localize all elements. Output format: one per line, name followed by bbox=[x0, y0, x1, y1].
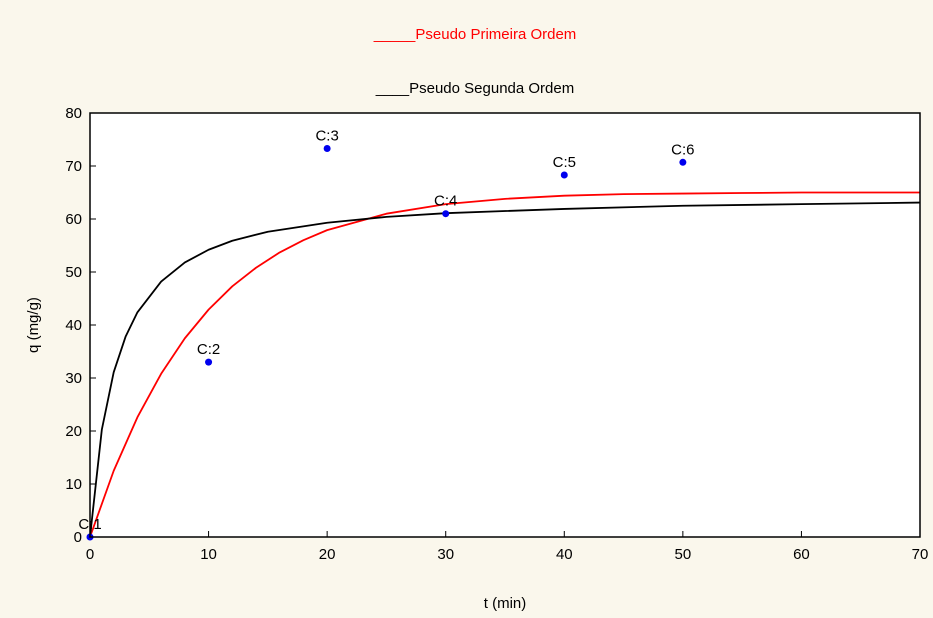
points-layer: C:1C:2C:3C:4C:5C:6 bbox=[78, 128, 695, 541]
data-point bbox=[560, 171, 568, 179]
x-tick-label: 10 bbox=[200, 546, 217, 563]
data-point-label: C:5 bbox=[553, 154, 576, 171]
x-tick-label: 0 bbox=[86, 546, 94, 563]
y-tick-label: 0 bbox=[74, 529, 82, 546]
data-point bbox=[323, 145, 331, 153]
x-tick-label: 70 bbox=[912, 546, 929, 563]
x-tick-label: 20 bbox=[319, 546, 336, 563]
data-point bbox=[442, 210, 450, 218]
x-axis-title: t (min) bbox=[484, 595, 527, 612]
y-axis-title: q (mg/g) bbox=[25, 297, 42, 353]
series-line-1 bbox=[89, 201, 921, 538]
series-line-0 bbox=[89, 191, 920, 538]
legend-entry-segunda: ____Pseudo Segunda Ordem bbox=[375, 80, 574, 97]
y-tick-label: 60 bbox=[65, 211, 82, 228]
data-point-label: C:6 bbox=[671, 141, 694, 158]
y-tick-label: 80 bbox=[65, 105, 82, 122]
y-tick-label: 10 bbox=[65, 476, 82, 493]
data-point bbox=[679, 158, 687, 166]
y-tick-label: 50 bbox=[65, 264, 82, 281]
x-tick-label: 30 bbox=[437, 546, 454, 563]
y-axis: 0 10 20 30 40 50 60 70 80 bbox=[65, 105, 96, 546]
y-tick-label: 70 bbox=[65, 158, 82, 175]
legend-entry-primeira: _____Pseudo Primeira Ordem bbox=[373, 26, 577, 43]
series-layer bbox=[89, 191, 921, 538]
x-axis: 0 10 20 30 40 50 60 70 bbox=[86, 531, 929, 563]
plot-area bbox=[90, 113, 920, 537]
data-point bbox=[205, 358, 213, 366]
y-tick-label: 30 bbox=[65, 370, 82, 387]
x-tick-label: 40 bbox=[556, 546, 573, 563]
y-tick-label: 20 bbox=[65, 423, 82, 440]
x-tick-label: 50 bbox=[675, 546, 692, 563]
x-tick-label: 60 bbox=[793, 546, 810, 563]
y-tick-label: 40 bbox=[65, 317, 82, 334]
data-point-label: C:2 bbox=[197, 341, 220, 358]
data-point-label: C:3 bbox=[315, 128, 338, 145]
data-point-label: C:4 bbox=[434, 193, 457, 210]
